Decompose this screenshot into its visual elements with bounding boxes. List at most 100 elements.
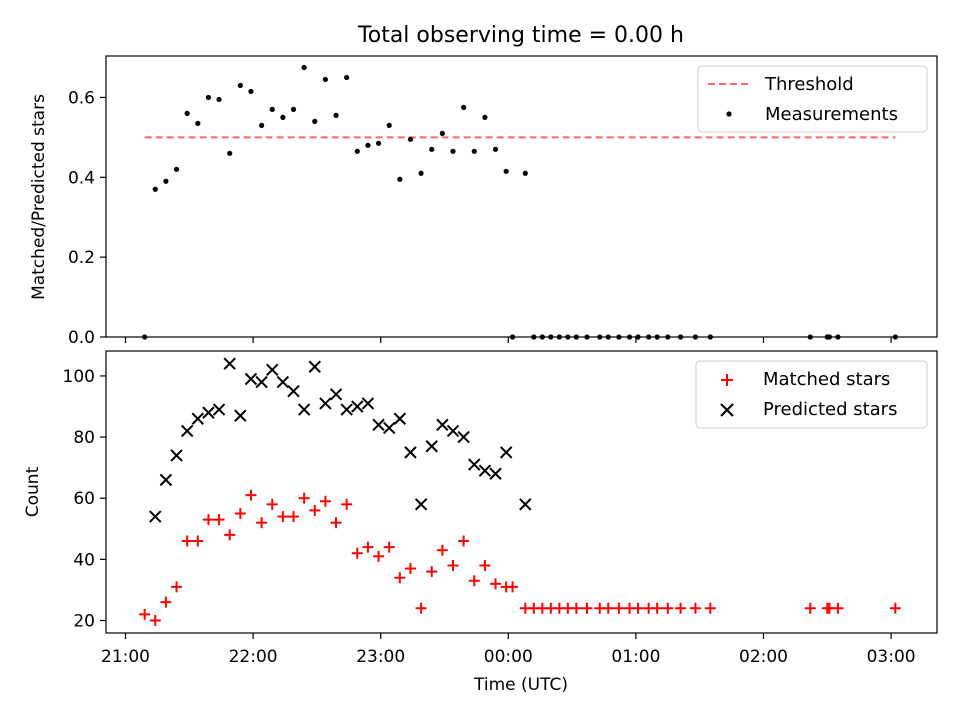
predicted-marker-b (446, 424, 460, 438)
matched-star-point (581, 602, 593, 614)
measurement-point (365, 142, 371, 148)
matched-star-point (181, 535, 193, 547)
matched-star-point (458, 535, 470, 547)
predicted-marker-b (340, 403, 353, 416)
predicted-star-point (468, 458, 481, 471)
top-y-tick-label: 0.2 (68, 248, 95, 268)
measurement-point (386, 122, 392, 128)
measurement-point (429, 146, 435, 152)
matched-star-point (415, 602, 427, 614)
measurement-point (522, 170, 528, 176)
matched-star-point (426, 566, 438, 578)
predicted-star-point (382, 421, 396, 435)
bottom-marks (139, 357, 901, 626)
matched-star-point (298, 492, 310, 504)
predicted-star-point (297, 403, 311, 416)
predicted-star-point (255, 375, 268, 389)
matched-star-point (602, 602, 614, 614)
measurement-point (450, 148, 456, 154)
matched-star-point (479, 559, 491, 571)
predicted-marker-b (276, 375, 290, 389)
predicted-star-point (159, 473, 173, 487)
predicted-star-point (180, 424, 194, 438)
measurement-point (471, 148, 477, 154)
matched-star-point (149, 615, 161, 626)
measurement-point (248, 88, 254, 95)
measurement-point (290, 106, 297, 112)
predicted-marker-b (382, 421, 396, 435)
measurement-point (280, 114, 286, 120)
legend-predicted-swatch (720, 403, 734, 417)
legend-measurements-label: Measurements (765, 104, 898, 125)
bottom-panel: 21:00 22:00 23:00 00:00 01:00 02:00 03:00 20 40… (23, 350, 938, 695)
measurement-point (195, 120, 201, 126)
predicted-marker-b (191, 412, 205, 425)
top-y-tick-label: 0.6 (68, 88, 95, 108)
measurement-point (397, 176, 403, 182)
measurement-point (492, 146, 499, 152)
predicted-star-point (361, 397, 375, 410)
matched-star-point (171, 581, 183, 593)
x-tick-label: 01:00 (611, 647, 660, 667)
matched-star-point (613, 602, 625, 614)
matched-star-point (832, 602, 844, 614)
predicted-marker-b (149, 510, 162, 523)
predicted-marker-b (436, 418, 449, 432)
matched-star-point (245, 489, 257, 501)
matched-star-point (309, 504, 321, 516)
predicted-star-point (287, 385, 300, 398)
matched-star-point (213, 514, 225, 526)
legend-matched-label: Matched stars (763, 369, 890, 390)
measurement-point (407, 136, 414, 142)
predicted-star-point (191, 412, 205, 425)
predicted-marker-b (297, 403, 311, 416)
predicted-marker-b (212, 403, 226, 416)
predicted-marker-b (202, 406, 215, 419)
predicted-marker-b (234, 409, 247, 422)
measurement-point (216, 96, 222, 103)
predicted-star-point (170, 449, 183, 462)
top-axes-frame (105, 55, 938, 338)
top-legend: Threshold Measurements (697, 65, 928, 133)
predicted-marker-b (361, 397, 375, 410)
x-tick-label: 22:00 (229, 647, 278, 667)
matched-star-point (362, 541, 374, 553)
matched-star-point (319, 495, 331, 507)
predicted-star-point (519, 498, 532, 511)
predicted-marker-b (170, 449, 183, 462)
predicted-star-point (414, 498, 428, 511)
predicted-marker-b (319, 397, 332, 410)
bottom-axes-frame (105, 350, 938, 634)
measurement-point (269, 106, 275, 112)
measurement-point (333, 112, 339, 118)
predicted-star-point (393, 412, 407, 425)
x-tick-label: 02:00 (739, 647, 788, 667)
predicted-star-point (446, 424, 460, 438)
predicted-marker-b (159, 473, 173, 487)
x-tick-label: 23:00 (356, 647, 405, 667)
matched-star-point (139, 608, 151, 620)
matched-star-point (202, 514, 214, 526)
matched-star-point (490, 578, 502, 590)
matched-star-point (234, 508, 246, 520)
legend-threshold-label: Threshold (764, 74, 854, 95)
predicted-star-point (499, 446, 513, 459)
predicted-marker-b (478, 464, 492, 477)
top-x-ticks (124, 337, 892, 343)
predicted-marker-b (519, 498, 532, 511)
matched-star-point (341, 498, 353, 510)
measurement-point (184, 110, 190, 116)
x-tick-label: 21:00 (101, 647, 150, 667)
matched-star-point (373, 550, 385, 562)
predicted-marker-b (499, 446, 513, 459)
matched-star-point (288, 511, 300, 523)
predicted-marker-b (372, 418, 385, 432)
matched-star-point (570, 602, 582, 614)
matched-star-point (507, 581, 519, 593)
bottom-legend-box (695, 360, 928, 429)
measurement-point (259, 122, 265, 128)
top-legend-box (697, 65, 928, 133)
predicted-star-point (308, 360, 321, 373)
predicted-marker-b (414, 498, 428, 511)
matched-star-point (394, 572, 406, 584)
